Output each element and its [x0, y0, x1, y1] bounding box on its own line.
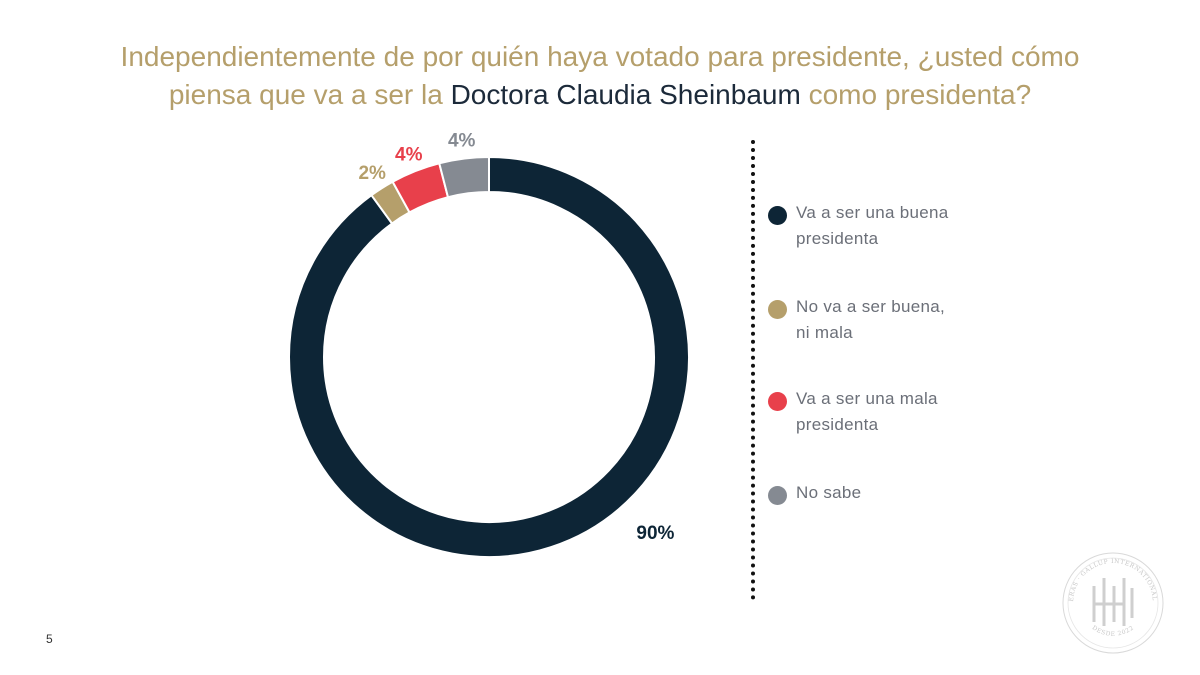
data-label-mala: 4% — [395, 144, 423, 165]
legend-item-ni-buena-ni-mala: No va a ser buena, ni mala — [768, 294, 945, 346]
title-part-2: ¿usted cómo — [917, 41, 1080, 72]
title-line-1: Independientemente de por quién haya vot… — [60, 38, 1140, 76]
data-label-ni-buena-ni-mala: 2% — [358, 163, 386, 184]
legend-swatch-mala — [768, 392, 787, 411]
legend-label-buena-line2: presidenta — [796, 229, 879, 248]
title-highlight-name: Doctora Claudia Sheinbaum — [450, 79, 801, 110]
gallup-seal-logo: DE LAS HERAS · GALLUP INTERNATIONAL MEMB… — [1058, 548, 1164, 654]
data-label-no-sabe: 4% — [448, 131, 476, 152]
legend-label-buena: Va a ser una buena presidenta — [796, 200, 949, 252]
legend-swatch-ni-buena-ni-mala — [768, 300, 787, 319]
legend-label-mala-line2: presidenta — [796, 415, 879, 434]
donut-slice-no-sabe — [438, 155, 490, 199]
donut-chart: 90% 2% 4% 4% — [288, 131, 690, 558]
legend-swatch-no-sabe — [768, 486, 787, 505]
title-line-2: piensa que va a ser la Doctora Claudia S… — [60, 76, 1140, 114]
legend-label-mala: Va a ser una mala presidenta — [796, 386, 938, 438]
seal-text-top: DE LAS HERAS · GALLUP INTERNATIONAL MEMB… — [1058, 548, 1157, 603]
legend-label-no-sabe-line1: No sabe — [796, 483, 862, 502]
seal-monogram-icon — [1092, 578, 1134, 626]
title-part-4: como presidenta? — [808, 79, 1032, 110]
svg-text:DESDE 2022: DESDE 2022 — [1091, 624, 1136, 638]
legend-item-buena: Va a ser una buena presidenta — [768, 200, 949, 252]
legend-label-ni-buena-ni-mala: No va a ser buena, ni mala — [796, 294, 945, 346]
legend-label-buena-line1: Va a ser una buena — [796, 203, 949, 222]
seal-text-bottom: DESDE 2022 — [1091, 624, 1135, 638]
slide-title: Independientemente de por quién haya vot… — [60, 38, 1140, 114]
legend-label-mala-line1: Va a ser una mala — [796, 389, 938, 408]
data-label-buena: 90% — [636, 523, 674, 544]
title-part-3: piensa que va a ser la — [168, 79, 443, 110]
legend-item-no-sabe: No sabe — [768, 480, 861, 506]
legend-label-ni-buena-ni-mala-line2: ni mala — [796, 323, 853, 342]
donut-slice-buena — [288, 155, 690, 558]
legend-label-ni-buena-ni-mala-line1: No va a ser buena, — [796, 297, 946, 316]
legend-label-no-sabe: No sabe — [796, 480, 861, 506]
legend-swatch-buena — [768, 206, 787, 225]
svg-text:DE LAS HERAS · GALLUP INTERNAT: DE LAS HERAS · GALLUP INTERNATIONAL MEMB… — [1058, 548, 1158, 603]
page-number: 5 — [46, 632, 53, 646]
dotted-divider — [751, 140, 755, 600]
title-part-1: Independientemente de por quién haya vot… — [120, 41, 910, 72]
legend-item-mala: Va a ser una mala presidenta — [768, 386, 938, 438]
